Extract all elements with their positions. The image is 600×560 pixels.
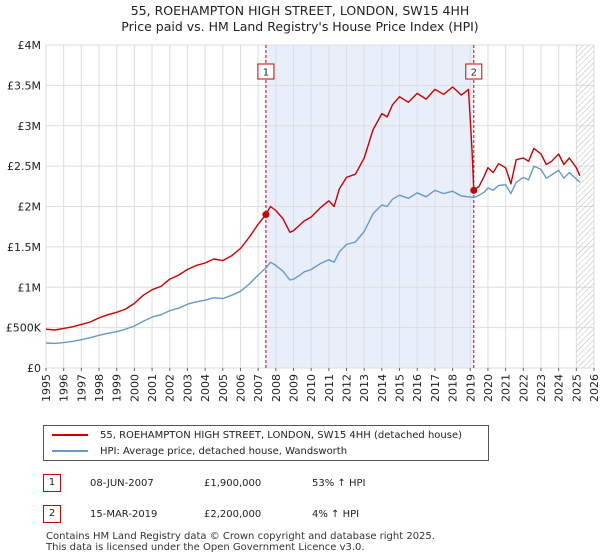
footer-copyright: Contains HM Land Registry data © Crown c… [46,531,435,542]
y-tick-label: £3M [18,120,42,133]
x-tick-label: 2020 [482,374,495,402]
transaction-marker-label: 1 [263,68,269,79]
x-tick-label: 2015 [394,374,407,402]
transaction-marker-label: 2 [471,68,477,79]
x-tick-label: 2019 [464,374,477,402]
chart-title: 55, ROEHAMPTON HIGH STREET, LONDON, SW15… [0,3,600,35]
x-tick-label: 2022 [517,374,530,402]
legend-swatch-hpi [52,450,88,452]
series-line-hpi [45,165,581,345]
x-tick-label: 2008 [270,374,283,402]
transaction-badge: 2 [43,505,61,523]
transaction-date: 08-JUN-2007 [90,478,154,489]
footer-licence: This data is licensed under the Open Gov… [46,542,365,553]
x-tick-label: 2014 [376,374,389,402]
x-tick-label: 1999 [111,374,124,402]
legend-label-hpi: HPI: Average price, detached house, Wand… [100,446,348,457]
x-tick-label: 2024 [553,374,566,402]
x-tick-label: 2021 [500,374,513,402]
x-tick-label: 2010 [305,374,318,402]
x-tick-label: 2000 [128,374,141,402]
x-tick-label: 2005 [217,374,230,402]
transaction-point [470,186,478,194]
y-tick-label: £3.5M [7,79,41,92]
x-tick-label: 2011 [323,374,336,402]
y-tick-label: £4M [18,39,42,52]
x-tick-label: 2016 [411,374,424,402]
x-tick-label: 2012 [341,374,354,402]
x-tick-label: 2018 [447,374,460,402]
transaction-hpi: 53% ↑ HPI [312,478,366,489]
series-line-property [45,86,581,331]
x-tick-label: 2003 [181,374,194,402]
y-tick-label: £2.5M [7,160,41,173]
x-tick-label: 1996 [58,374,71,402]
footer: Contains HM Land Registry data © Crown c… [46,531,435,553]
x-tick-label: 2001 [146,374,159,402]
y-tick-label: £500K [6,322,42,335]
legend-item-property: 55, ROEHAMPTON HIGH STREET, LONDON, SW15… [52,428,462,444]
y-tick-label: £0 [27,362,41,375]
transaction-price: £2,200,000 [204,509,262,520]
price-chart: 1 2 £0 £500K £1M £1.5M £2M £2.5M £3M £3.5M £4M 199… [6,39,600,402]
x-tick-label: 2023 [535,374,548,402]
x-tick-label: 2006 [234,374,247,402]
transaction-price: £1,900,000 [204,478,262,489]
x-tick-label: 2004 [199,374,212,402]
x-tick-label: 2025 [570,374,583,402]
y-tick-label: £1.5M [7,241,41,254]
transaction-marker-box [465,63,483,80]
x-tick-label: 1998 [93,374,106,402]
x-tick-label: 2009 [287,374,300,402]
x-tick-label: 2007 [252,374,265,402]
chart-title-line1: 55, ROEHAMPTON HIGH STREET, LONDON, SW15… [130,3,470,18]
legend-label-property: 55, ROEHAMPTON HIGH STREET, LONDON, SW15… [100,430,463,441]
x-tick-label: 1995 [40,374,53,402]
legend: 55, ROEHAMPTON HIGH STREET, LONDON, SW15… [43,425,489,461]
transaction-point [262,211,270,219]
y-tick-label: £1M [18,281,42,294]
transaction-badge: 1 [43,474,61,492]
legend-item-hpi: HPI: Average price, detached house, Wand… [52,444,347,460]
x-tick-label: 2002 [164,374,177,402]
y-tick-label: £2M [18,201,42,214]
x-tick-label: 2026 [588,374,600,402]
transaction-marker-box [257,63,275,80]
transaction-hpi: 4% ↑ HPI [312,509,360,520]
x-tick-label: 1997 [75,374,88,402]
chart-subtitle: Price paid vs. HM Land Registry's House … [121,19,479,34]
forecast-hatch [576,45,594,368]
legend-swatch-property [52,434,88,436]
transaction-date: 15-MAR-2019 [90,509,158,520]
x-tick-label: 2013 [358,374,371,402]
x-tick-label: 2017 [429,374,442,402]
